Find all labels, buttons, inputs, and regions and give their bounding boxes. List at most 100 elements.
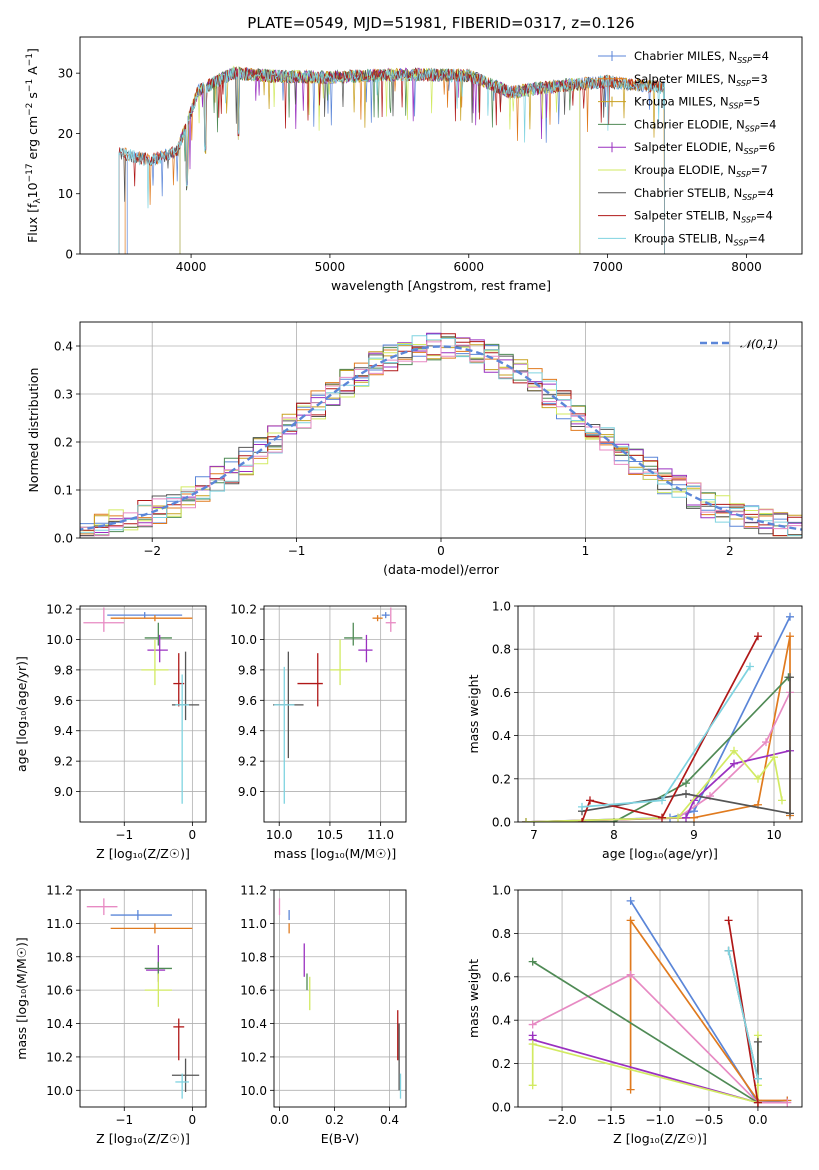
weight-line [581, 666, 751, 808]
weight-line [727, 950, 759, 1079]
plus-marker [682, 779, 690, 788]
y-tick-label: 0.0 [492, 816, 511, 830]
axes-frame [517, 605, 803, 823]
x-tick-label: −2.0 [547, 1113, 576, 1127]
plus-marker [746, 662, 754, 671]
legend-eq: = [760, 117, 770, 131]
plus-marker [786, 809, 794, 818]
errorbar-point [144, 622, 172, 646]
x-tick-label: −1 [115, 828, 133, 842]
plus-marker [626, 1085, 635, 1094]
weight-line [525, 616, 791, 822]
legend-sub: SSP [729, 102, 744, 111]
plus-marker [778, 796, 786, 805]
y-tick-label: 10.8 [46, 950, 73, 964]
ticks: −2.0 −1.5 −1.0 −0.5 0.0 0.0 0.2 0.4 0.6 0.8 1.0 [492, 884, 768, 1128]
plus-marker [578, 818, 586, 822]
axes-5: 7 8 9 10 0.0 0.2 0.4 0.6 0.8 1.0 age [log₁₀(age/yr… [466, 600, 803, 861]
y-tick-label: 0.6 [492, 686, 511, 700]
errorbar-point [141, 639, 169, 686]
legend-sub: SSP [737, 56, 752, 65]
x-axis-label: (data-model)/error [383, 562, 500, 577]
legend-eq: = [752, 49, 762, 63]
y-tick-label: 10.2 [240, 1050, 267, 1064]
x-axis-label: Z [log₁₀(Z/Z☉)] [96, 846, 190, 861]
x-tick-label: 10.5 [317, 828, 344, 842]
legend-eq: = [756, 209, 766, 223]
plus-marker [753, 1037, 762, 1046]
y-tick-label: 0.0 [54, 532, 73, 546]
y-tick-label: 11.2 [240, 884, 267, 898]
x-tick-label: 8 [610, 828, 618, 842]
legend-label: Kroupa STELIB, NSSP=4 [634, 231, 765, 247]
errorbar-point [171, 1058, 200, 1092]
x-tick-label: 0 [189, 1113, 197, 1127]
x-tick-label: 6000 [453, 260, 484, 274]
legend-label: Chabrier STELIB, NSSP=4 [634, 186, 774, 202]
legend-n: , N [726, 186, 742, 200]
grid [518, 605, 802, 823]
legend-nssp: 4 [758, 231, 765, 245]
errorbar-point [110, 615, 193, 622]
errorbar-point [381, 612, 390, 619]
y-axis-label-part: A [25, 66, 40, 79]
spectrum-line [118, 67, 665, 254]
grid [274, 889, 406, 1107]
axes-frame [273, 889, 407, 1108]
legend-label: Kroupa ELODIE, NSSP=7 [634, 163, 768, 179]
legend-nssp: 4 [767, 186, 774, 200]
legend-eq: = [751, 72, 761, 86]
ticks: 7 8 9 10 0.0 0.2 0.4 0.6 0.8 1.0 [492, 600, 782, 843]
ticks: −1 0 9.0 9.2 9.4 9.6 9.8 10.0 10.2 [46, 603, 196, 842]
y-axis-label-part: s [25, 92, 40, 103]
x-tick-label: −1 [115, 1113, 133, 1127]
errorbar-point [358, 634, 373, 663]
y-tick-label: 9.0 [238, 785, 257, 799]
errorbar-point [297, 653, 323, 707]
spectrum-line [126, 67, 665, 254]
legend-name: Salpeter MILES [634, 72, 720, 86]
legend-n: , N [713, 95, 729, 109]
plus-marker [578, 802, 586, 811]
axes-6: −1 0 10.0 10.2 10.4 10.6 10.8 11.0 11.2 Z [log₁₀(… [14, 884, 207, 1146]
y-tick-label: 0.8 [492, 643, 511, 657]
y-tick-label: 9.6 [238, 694, 257, 708]
axes-frame [79, 605, 207, 823]
errorbar-point [385, 607, 396, 632]
legend-name: Salpeter ELODIE [634, 140, 728, 154]
legend-name: Kroupa ELODIE [634, 163, 720, 177]
x-axis-label: E(B-V) [321, 1131, 360, 1146]
errorbar-point [144, 973, 172, 1007]
x-tick-label: −1 [288, 544, 306, 558]
y-axis-label-part: erg cm [25, 116, 40, 164]
y-tick-label: 10.0 [230, 633, 257, 647]
legend-label: Salpeter MILES, NSSP=3 [634, 72, 768, 88]
y-axis-label-part: −2 [25, 103, 35, 116]
plus-marker [753, 1098, 762, 1107]
legend-label: Chabrier MILES, NSSP=4 [634, 49, 769, 65]
plot-area [528, 896, 792, 1107]
y-tick-label: 10.0 [46, 633, 73, 647]
legend-nssp: 3 [760, 72, 767, 86]
x-tick-label: −1.5 [596, 1113, 625, 1127]
y-tick-label: 10.6 [240, 984, 267, 998]
legend-sub: SSP [734, 238, 749, 247]
axes-frame [79, 889, 207, 1108]
normal-curve [80, 345, 802, 531]
legend-label: 𝒩(0,1) [740, 337, 778, 351]
errorbar-point [344, 622, 363, 646]
axes-frame [517, 889, 803, 1108]
y-axis-label-part: λ [33, 198, 43, 204]
plot-area [118, 65, 665, 254]
plus-marker [724, 916, 733, 925]
legend-nssp: 5 [753, 95, 760, 109]
weight-line [525, 692, 791, 822]
y-tick-label: 10.4 [240, 1017, 267, 1031]
legend-n: , N [720, 72, 736, 86]
y-tick-label: 10 [58, 187, 73, 201]
y-tick-label: 0.3 [54, 388, 73, 402]
y-axis-label: mass weight [466, 674, 481, 753]
plus-marker [786, 612, 794, 621]
plus-marker [754, 632, 762, 641]
